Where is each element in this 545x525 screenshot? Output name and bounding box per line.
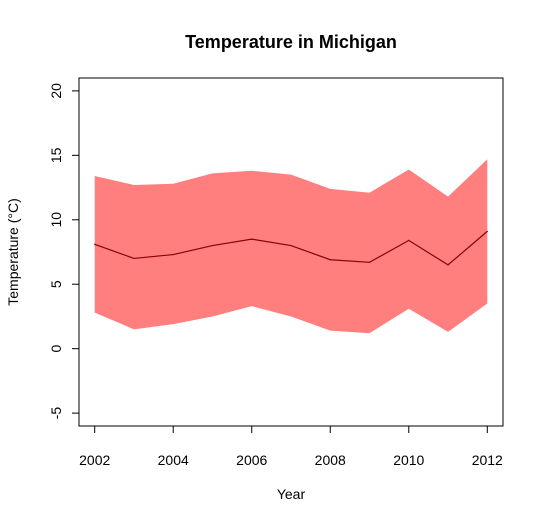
y-tick-label: 10	[48, 212, 64, 228]
mean-point	[172, 253, 174, 256]
temperature-range-band	[94, 159, 488, 334]
plot-region	[94, 159, 488, 334]
y-axis: -5 0 5 10 15 20	[48, 83, 79, 419]
x-axis-label: Year	[277, 486, 306, 502]
mean-temperature-points	[94, 230, 488, 266]
x-tick-label: 2006	[236, 452, 267, 468]
mean-point	[133, 257, 135, 260]
mean-point	[94, 243, 96, 245]
y-tick-label: 15	[48, 147, 64, 163]
mean-point	[251, 238, 253, 240]
y-tick-label: -5	[48, 407, 64, 420]
chart-title: Temperature in Michigan	[185, 32, 397, 52]
mean-point	[447, 264, 449, 266]
x-tick-label: 2004	[158, 452, 189, 468]
x-tick-label: 2010	[393, 452, 424, 468]
x-tick-label: 2008	[315, 452, 346, 468]
y-tick-label: 20	[48, 83, 64, 99]
x-tick-label: 2012	[472, 452, 503, 468]
y-tick-label: 0	[48, 345, 64, 353]
x-tick-label: 2002	[79, 452, 110, 468]
mean-point	[211, 244, 214, 247]
x-axis: 2002 2004 2006 2008 2010 2012	[79, 426, 503, 468]
plot-frame	[78, 77, 504, 427]
mean-point	[368, 261, 371, 263]
y-axis-label: Temperature (°C)	[5, 198, 21, 306]
mean-point	[486, 230, 488, 232]
y-tick-label: 5	[48, 280, 64, 288]
mean-point	[290, 244, 292, 247]
mean-point	[329, 259, 331, 261]
mean-point	[408, 239, 410, 241]
